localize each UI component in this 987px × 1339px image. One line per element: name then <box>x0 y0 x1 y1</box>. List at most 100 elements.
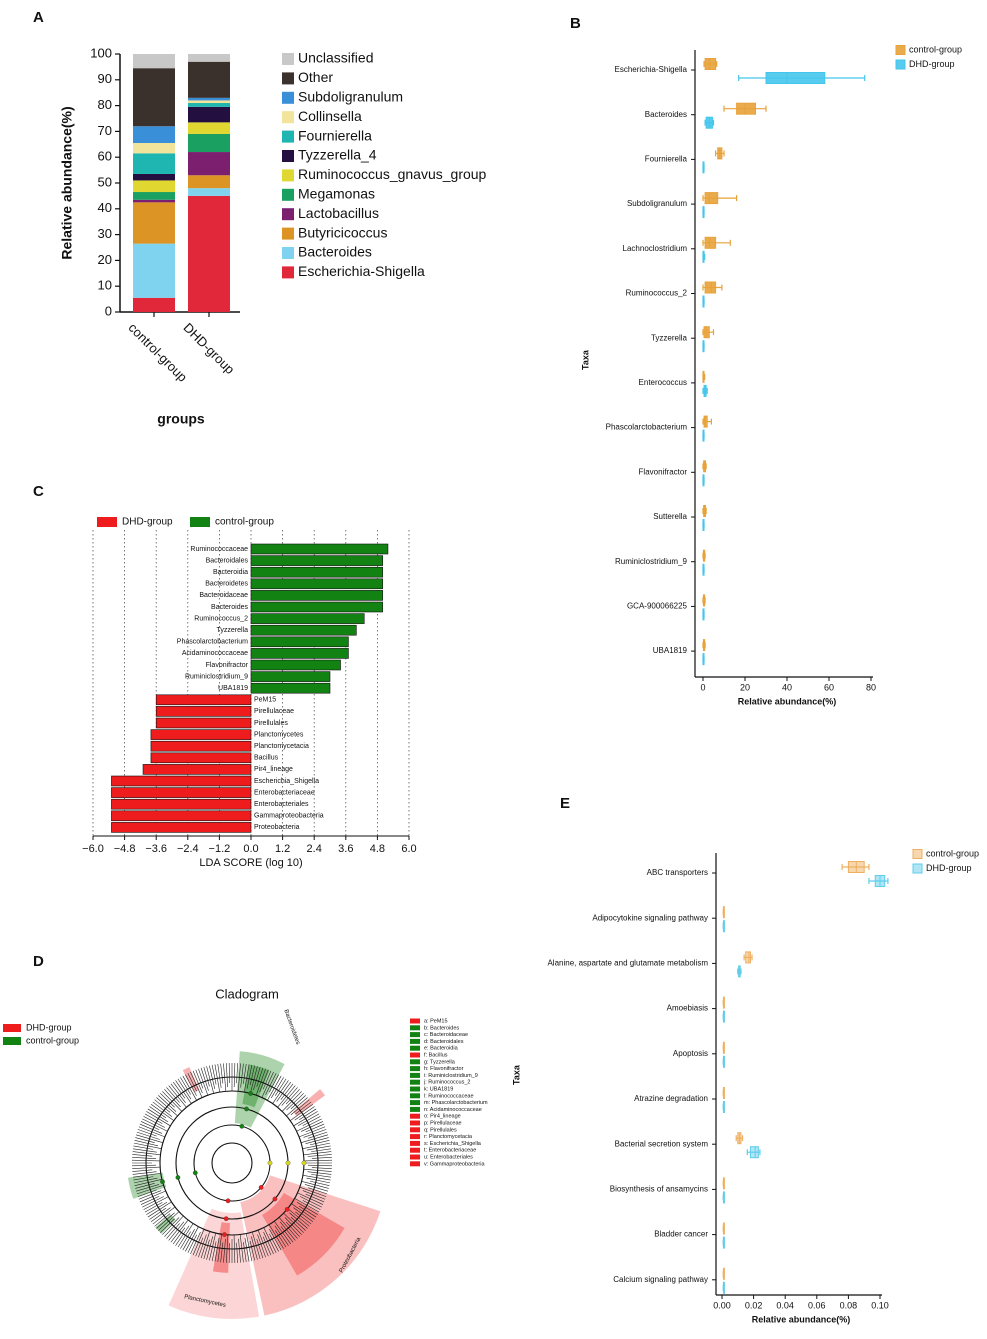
clade-branch <box>132 1154 153 1157</box>
clade-branch <box>256 1067 264 1088</box>
bar-segment <box>188 133 230 153</box>
box <box>704 58 717 70</box>
bar-label: Planctomycetes <box>254 731 304 738</box>
bar-label: Ruminiclostridium_9 <box>185 673 248 680</box>
clade-branch <box>214 1237 220 1262</box>
clade-branch <box>136 1131 160 1140</box>
legend-label: Unclassified <box>298 50 373 66</box>
clade-branch <box>311 1167 332 1170</box>
bar-label: Escherichia_Shigella <box>254 778 319 785</box>
clade-branch <box>160 1218 175 1233</box>
lda-bar <box>250 636 349 648</box>
clade-branch <box>249 1065 255 1086</box>
clade-branch <box>293 1111 318 1127</box>
x-tick-label: −6.0 <box>82 843 104 855</box>
y-tick-label: 80 <box>98 97 112 112</box>
clade-branch <box>269 1229 282 1251</box>
y-tick-label: 40 <box>98 200 112 215</box>
clade-branch <box>195 1237 204 1257</box>
y-tick-label: Subdoligranulum <box>627 199 687 208</box>
clade-shade <box>242 1064 270 1108</box>
clade-branch <box>154 1099 171 1113</box>
clade-node <box>272 1196 278 1202</box>
y-tick-label: Atrazine degradation <box>634 1094 708 1103</box>
legend-swatch <box>3 1037 21 1045</box>
y-tick-label: 10 <box>98 278 112 293</box>
box <box>745 951 751 964</box>
legend-swatch <box>282 208 294 221</box>
bar-label: Acidaminococcaceae <box>182 650 248 657</box>
legend-label: Collinsella <box>298 108 362 124</box>
clade-branch <box>225 1063 228 1088</box>
clade-branch <box>304 1184 329 1192</box>
clade-branch <box>132 1159 161 1162</box>
clade-branch <box>132 1151 161 1156</box>
lda-bar <box>250 566 383 578</box>
clade-branch <box>290 1095 306 1110</box>
clade-branch <box>295 1211 312 1225</box>
key-label: e: Bacteroidia <box>424 1046 459 1052</box>
clade-ring <box>193 1124 271 1202</box>
bar-label: Gammaproteobacteria <box>254 813 324 820</box>
x-tick-label: DHD-group <box>180 320 237 377</box>
clade-branch <box>137 1189 157 1197</box>
bar-segment <box>188 97 230 101</box>
y-tick-label: Biosynthesis of ansamycins <box>610 1185 708 1194</box>
lda-bar <box>250 624 357 636</box>
x-tick-label: 6.0 <box>401 843 416 855</box>
clade-branch <box>134 1140 159 1147</box>
legend-swatch <box>282 150 294 162</box>
clade-branch <box>164 1089 181 1108</box>
x-tick-label: 60 <box>824 682 834 692</box>
clade-branch <box>283 1212 304 1233</box>
y-tick-label: Fournierella <box>645 155 688 164</box>
clade-node <box>223 1216 229 1222</box>
x-tick-label: 0.0 <box>243 843 258 855</box>
clade-branch <box>296 1201 318 1215</box>
legend-label: control-group <box>926 848 979 858</box>
clade-node <box>160 1179 165 1184</box>
legend-label: Tyzzerella_4 <box>298 147 377 163</box>
clade-branch <box>198 1068 209 1096</box>
key-swatch <box>410 1127 420 1133</box>
box <box>765 72 826 84</box>
clade-branch <box>237 1063 241 1092</box>
clade-branch <box>223 1063 227 1092</box>
clade-node <box>284 1206 290 1212</box>
x-axis-label: Relative abundance(%) <box>752 1314 851 1324</box>
clade-branch <box>143 1196 169 1210</box>
clade-branch <box>168 1085 187 1108</box>
clade-branch <box>290 1216 306 1231</box>
clade-branch <box>253 1066 261 1091</box>
clade-branch <box>187 1073 197 1092</box>
legend-swatch <box>282 91 294 104</box>
clade-branch <box>214 1064 221 1093</box>
key-swatch <box>410 1106 420 1112</box>
key-label: j: Ruminococcus_2 <box>423 1080 470 1086</box>
bar-label: Pir4_lineage <box>254 766 293 773</box>
clade-branch <box>307 1154 332 1157</box>
y-tick-label: Phascolarctobacterium <box>606 423 688 432</box>
clade-branch <box>135 1137 155 1143</box>
clade-branch <box>139 1190 166 1203</box>
clade-shade <box>240 1175 381 1316</box>
clade-node <box>285 1160 291 1166</box>
clade-branch <box>136 1184 164 1195</box>
box <box>703 326 710 339</box>
clade-branch <box>172 1227 186 1245</box>
key-swatch <box>410 1147 420 1153</box>
bar-segment <box>188 188 230 196</box>
bar-label: Ruminococcus_2 <box>194 615 248 622</box>
clade-branch <box>285 1089 300 1105</box>
clade-branch <box>263 1232 274 1255</box>
clade-branch <box>297 1192 324 1205</box>
clade-branch <box>303 1159 332 1162</box>
clade-branch <box>166 1087 180 1103</box>
clade-branch <box>307 1164 332 1167</box>
y-tick-label: 90 <box>98 71 112 86</box>
clade-branch <box>180 1231 191 1249</box>
x-axis-label: LDA SCORE (log 10) <box>199 857 302 869</box>
clade-branch <box>289 1212 308 1229</box>
y-tick-label: Tyzzerella <box>651 333 688 342</box>
box <box>704 192 719 205</box>
